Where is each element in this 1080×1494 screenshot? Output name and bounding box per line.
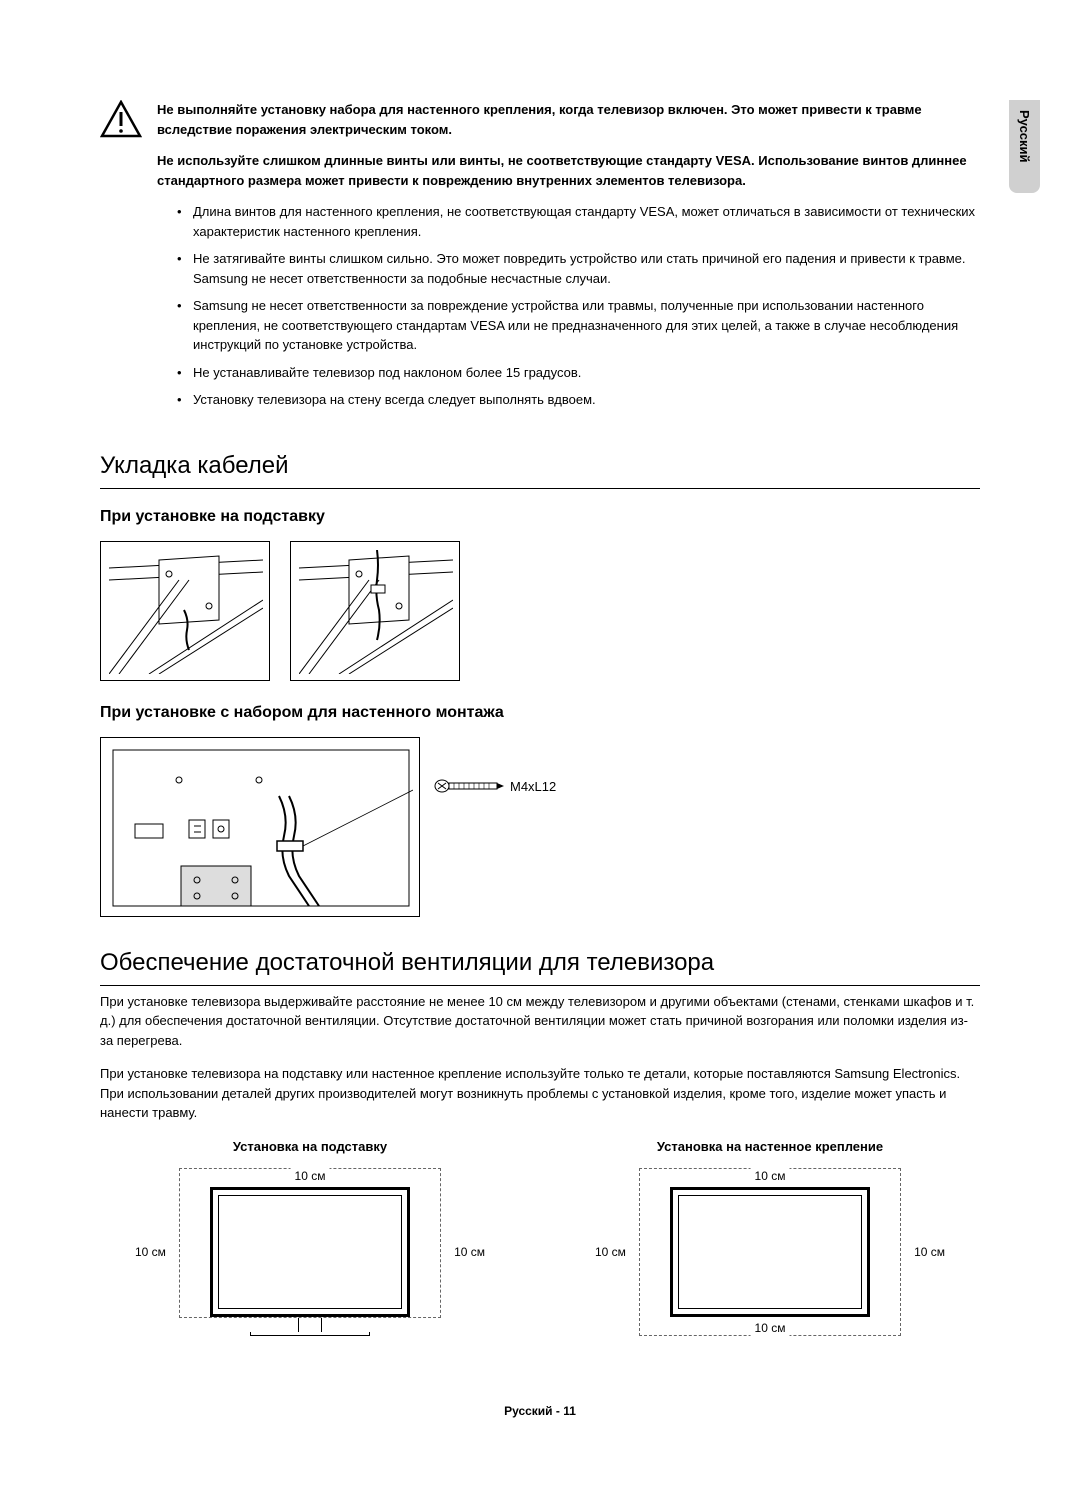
install-stand-col: Установка на подставку 10 см 10 см 10 см: [100, 1137, 520, 1342]
vent-paragraph-2: При установке телевизора на подставку ил…: [100, 1064, 980, 1123]
footer-lang: Русский: [504, 1404, 553, 1418]
subsection-wall: При установке с набором для настенного м…: [100, 701, 980, 725]
footer-page: 11: [563, 1404, 576, 1418]
page-footer: Русский - 11: [100, 1402, 980, 1420]
screw-label-row: M4xL12: [434, 777, 556, 797]
warning-bullet: Не устанавливайте телевизор под наклоном…: [177, 363, 980, 383]
screw-label-text: M4xL12: [510, 777, 556, 797]
screw-icon: [434, 779, 504, 793]
subsection-stand: При установке на подставку: [100, 505, 980, 529]
dim-right: 10 см: [914, 1243, 945, 1261]
wall-figure-container: M4xL12: [100, 737, 980, 917]
warning-section: Не выполняйте установку набора для насте…: [100, 100, 980, 418]
warning-bullet: Установку телевизора на стену всегда сле…: [177, 390, 980, 410]
warning-bullet: Samsung не несет ответственности за повр…: [177, 296, 980, 355]
section-title-ventilation: Обеспечение достаточной вентиляции для т…: [100, 945, 980, 986]
dim-top: 10 см: [751, 1167, 790, 1185]
dim-left: 10 см: [595, 1243, 626, 1261]
install-diagrams: Установка на подставку 10 см 10 см 10 см…: [100, 1137, 980, 1342]
tv-frame: [210, 1187, 410, 1317]
tv-frame: [670, 1187, 870, 1317]
stand-figure-2: [290, 541, 460, 681]
warning-bullet: Не затягивайте винты слишком сильно. Это…: [177, 249, 980, 288]
install-wall-col: Установка на настенное крепление 10 см 1…: [560, 1137, 980, 1342]
install-wall-title: Установка на настенное крепление: [560, 1137, 980, 1157]
vent-paragraph-1: При установке телевизора выдерживайте ра…: [100, 992, 980, 1051]
section-title-cables: Укладка кабелей: [100, 448, 980, 489]
language-tab: Русский: [1009, 100, 1041, 193]
install-stand-title: Установка на подставку: [100, 1137, 520, 1157]
warning-triangle-icon: [100, 100, 142, 138]
dim-left: 10 см: [135, 1243, 166, 1261]
dim-top: 10 см: [291, 1167, 330, 1185]
stand-figure-1: [100, 541, 270, 681]
tv-stand-diagram: 10 см 10 см 10 см: [179, 1168, 441, 1336]
stand-figure-row: [100, 541, 980, 681]
dim-right: 10 см: [454, 1243, 485, 1261]
warning-text-1: Не выполняйте установку набора для насте…: [157, 100, 980, 139]
warning-body: Не выполняйте установку набора для насте…: [157, 100, 980, 418]
warning-bullet: Длина винтов для настенного крепления, н…: [177, 202, 980, 241]
warning-bullet-list: Длина винтов для настенного крепления, н…: [157, 202, 980, 410]
tv-wall-diagram: 10 см 10 см 10 см 10 см: [639, 1168, 901, 1336]
dim-bottom: 10 см: [751, 1319, 790, 1337]
warning-text-2: Не используйте слишком длинные винты или…: [157, 151, 980, 190]
wall-figure: [100, 737, 420, 917]
